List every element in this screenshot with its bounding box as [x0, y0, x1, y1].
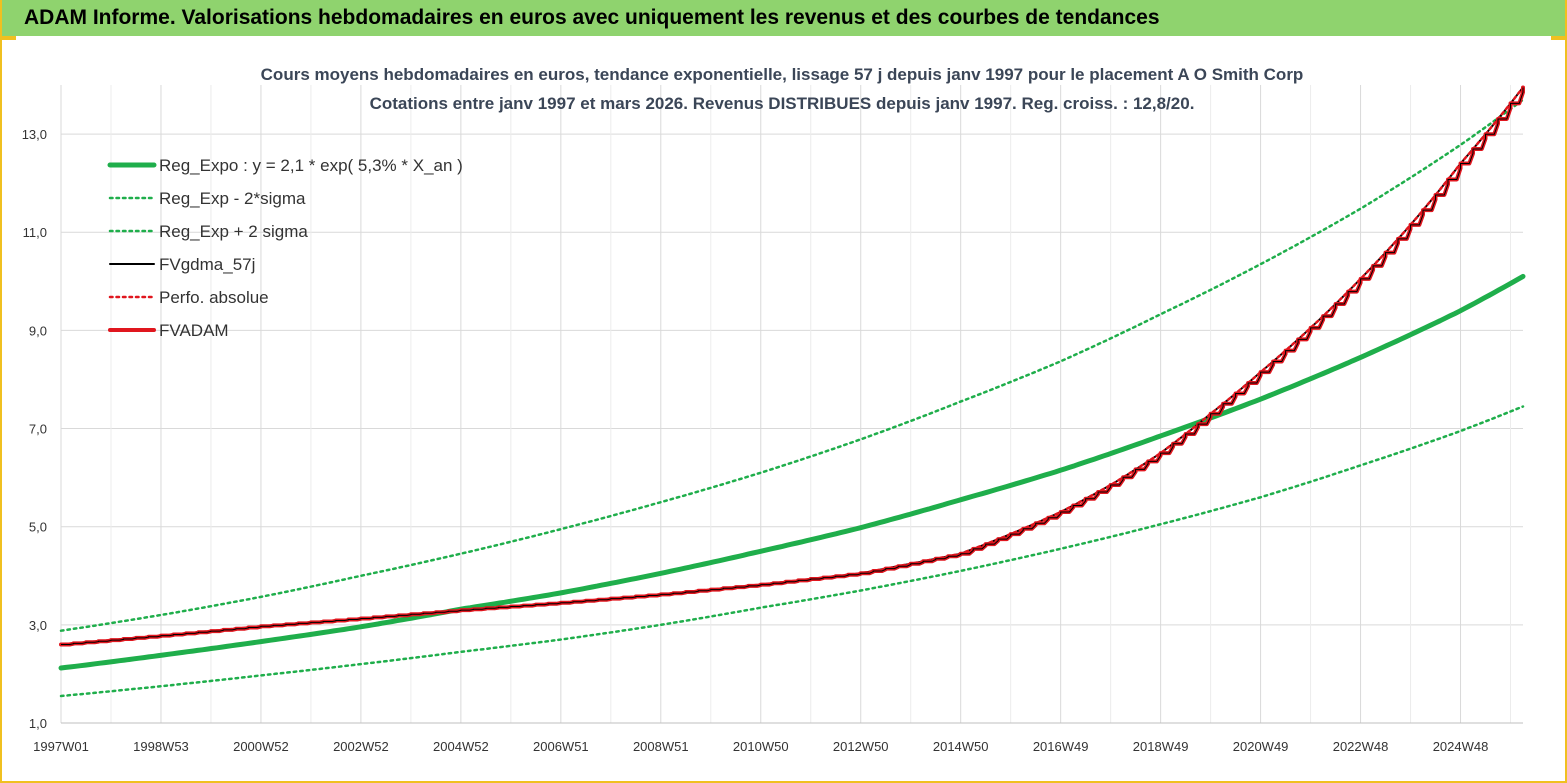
y-tick-label: 3,0: [29, 618, 47, 633]
x-tick-label: 1997W01: [33, 739, 89, 754]
chart-title: Cours moyens hebdomadaires en euros, ten…: [261, 65, 1304, 84]
chart-subtitle: Cotations entre janv 1997 et mars 2026. …: [370, 94, 1195, 113]
banner-accent-left: [2, 36, 16, 40]
y-tick-label: 5,0: [29, 520, 47, 535]
x-tick-label: 2022W48: [1333, 739, 1389, 754]
x-tick-label: 2004W52: [433, 739, 489, 754]
x-tick-label: 2018W49: [1133, 739, 1189, 754]
series-line-4: [59, 86, 1525, 646]
y-tick-label: 11,0: [23, 225, 47, 240]
x-tick-label: 2006W51: [533, 739, 589, 754]
x-tick-label: 2012W50: [833, 739, 889, 754]
x-tick-label: 2010W50: [733, 739, 789, 754]
x-tick-label: 2024W48: [1433, 739, 1489, 754]
legend-label-3: FVgdma_57j: [159, 255, 255, 274]
legend-label-2: Reg_Exp + 2 sigma: [159, 222, 308, 241]
y-axis-ticks: 1,0 3,0 5,0 7,0 9,0 11,0 13,0: [22, 127, 47, 731]
series-line-1: [59, 405, 1525, 698]
series-group: [58, 85, 1526, 698]
series-line-2: [59, 98, 1525, 632]
x-tick-label: 2002W52: [333, 739, 389, 754]
legend: Reg_Expo : y = 2,1 * exp( 5,3% * X_an ) R…: [107, 156, 463, 340]
x-tick-label: 2016W49: [1033, 739, 1089, 754]
x-tick-label: 2020W49: [1233, 739, 1289, 754]
y-tick-label: 7,0: [29, 422, 47, 437]
y-tick-label: 13,0: [22, 127, 47, 142]
legend-label-5: FVADAM: [159, 321, 229, 340]
x-tick-label: 2014W50: [933, 739, 989, 754]
grid: [60, 85, 1523, 724]
legend-label-1: Reg_Exp - 2*sigma: [159, 189, 306, 208]
y-tick-label: 1,0: [29, 716, 47, 731]
legend-label-4: Perfo. absolue: [159, 288, 269, 307]
x-tick-label: 2000W52: [233, 739, 289, 754]
report-banner: ADAM Informe. Valorisations hebdomadaire…: [2, 0, 1565, 36]
banner-accent-right: [1551, 36, 1565, 40]
legend-label-0: Reg_Expo : y = 2,1 * exp( 5,3% * X_an ): [159, 156, 463, 175]
series-line-0: [58, 273, 1526, 671]
series-line-3-overlay: [61, 87, 1524, 645]
y-tick-label: 9,0: [29, 323, 47, 338]
x-axis-ticks: 1997W01 1998W53 2000W52 2002W52 2004W52 2006W…: [33, 739, 1488, 754]
x-tick-label: 2008W51: [633, 739, 689, 754]
chart-svg: 1,0 3,0 5,0 7,0 9,0 11,0 13,0 1997W01 1998W53 20…: [22, 65, 1526, 754]
x-tick-label: 1998W53: [133, 739, 189, 754]
